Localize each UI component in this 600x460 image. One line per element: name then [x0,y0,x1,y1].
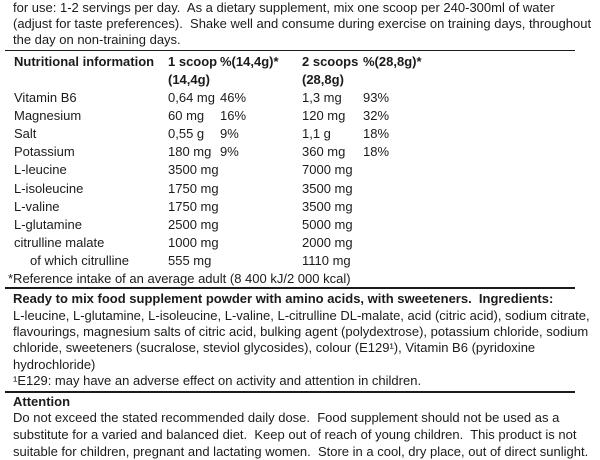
ingredients-section: Ready to mix food supplement powder with… [13,289,590,389]
amount-2-scoops: 1,1 g [302,126,331,141]
percent-2-scoops [363,234,590,252]
divider-below-table [5,286,575,290]
usage-instructions-line: the day on non-training days. [13,32,181,48]
percent-2-scoops [363,216,590,234]
header-nutritional-information: Nutritional information [14,54,155,69]
usage-instructions-line: for use: 1-2 servings per day. As a diet… [13,0,555,15]
percent-2-scoops [363,198,590,216]
attention-line: substitute for a varied and balanced die… [13,427,577,443]
percent-1-scoop [220,180,302,198]
reference-intake-footnote: *Reference intake of an average adult (8… [8,270,351,286]
nutrient-name: Magnesium [14,107,82,123]
header-percent-28g: %(28,8g)* [363,54,422,69]
percent-1-scoop: 9% [220,126,239,141]
header-spacer [220,71,302,89]
amount-2-scoops: 7000 mg [302,162,353,178]
amount-2-scoops: 120 mg [302,107,346,123]
nutrient-name: L-isoleucine [14,180,84,196]
percent-2-scoops: 18% [363,144,390,160]
amount-1-scoop: 1000 mg [168,235,219,251]
ingredients-line: L-leucine, L-glutamine, L-isoleucine, L-… [13,307,590,323]
nutrition-table-header-row-2: (14,4g) (28,8g) [14,71,590,89]
percent-2-scoops [363,180,590,198]
percent-1-scoop: 46% [220,89,247,105]
header-1-scoop-weight: (14,4g) [168,71,210,87]
percent-1-scoop [220,234,302,252]
percent-1-scoop [220,216,302,234]
percent-2-scoops [363,161,590,179]
amount-2-scoops: 5000 mg [302,217,353,233]
ingredients-heading: Ready to mix food supplement powder with… [13,291,554,307]
attention-line: suitable for children, pregnant and lact… [13,443,589,459]
amount-1-scoop: 1750 mg [168,198,219,214]
nutrition-table-body: Vitamin B6 0,64 mg 46% 1,3 mg 93% Magnes… [14,89,590,271]
amount-1-scoop: 555 mg [168,253,212,269]
amount-2-scoops: 3500 mg [302,180,353,196]
amount-2-scoops: 1110 mg [302,253,351,269]
amount-2-scoops: 1,3 mg [302,89,342,105]
nutrition-table-header-row-1: Nutritional information 1 scoop %(14,4g)… [14,53,590,71]
header-1-scoop: 1 scoop [168,54,218,69]
attention-section: Attention Do not exceed the stated recom… [13,393,590,460]
percent-1-scoop [220,161,302,179]
table-row: citrulline malate 1000 mg 2000 mg [14,234,590,252]
attention-heading: Attention [13,393,71,409]
attention-line: Do not exceed the stated recommended dai… [13,410,560,426]
ingredients-line: flavourings, magnesium salts of citric a… [13,324,589,340]
percent-1-scoop [220,252,302,270]
amount-1-scoop: 0,55 g [168,126,205,141]
nutrient-name: L-valine [14,198,60,214]
table-row: Salt 0,55 g 9% 1,1 g 18% [14,125,590,143]
ingredients-list: L-leucine, L-glutamine, L-isoleucine, L-… [13,308,590,374]
percent-2-scoops: 93% [363,89,390,105]
divider-above-table [5,49,575,51]
amount-2-scoops: 2000 mg [302,235,353,251]
amount-1-scoop: 0,64 mg [168,89,215,105]
amount-2-scoops: 3500 mg [302,198,353,214]
amount-1-scoop: 2500 mg [168,217,219,233]
amount-2-scoops: 360 mg [302,144,346,160]
table-row: L-glutamine 2500 mg 5000 mg [14,216,590,234]
table-row: Vitamin B6 0,64 mg 46% 1,3 mg 93% [14,89,590,107]
table-row: Magnesium 60 mg 16% 120 mg 32% [14,107,590,125]
table-row: Potassium 180 mg 9% 360 mg 18% [14,143,590,161]
header-2-scoops: 2 scoops [302,54,359,69]
percent-2-scoops [363,252,590,270]
header-2-scoops-weight: (28,8g) [302,71,344,87]
percent-1-scoop [220,198,302,216]
divider-below-ingredients [5,390,575,393]
nutrient-name: citrulline malate [14,235,105,251]
usage-instructions: for use: 1-2 servings per day. As a diet… [13,0,592,49]
header-spacer [14,71,168,89]
percent-1-scoop: 16% [220,107,247,123]
ingredients-line: chloride, sweeteners (sucralose, steviol… [13,340,536,356]
usage-instructions-line: (adjust for taste preferences). Shake we… [13,16,592,32]
ingredients-line: hydrochloride) [13,356,96,372]
nutrient-name: L-leucine [14,162,67,178]
e129-footnote: ¹E129: may have an adverse effect on act… [13,373,422,389]
nutrient-name: L-glutamine [14,217,82,233]
table-row: L-leucine 3500 mg 7000 mg [14,161,590,179]
amount-1-scoop: 180 mg [168,144,212,160]
nutrient-name: Salt [14,126,37,141]
table-row: L-isoleucine 1750 mg 3500 mg [14,180,590,198]
nutrient-name: Potassium [14,144,75,160]
table-row: L-valine 1750 mg 3500 mg [14,198,590,216]
attention-body: Do not exceed the stated recommended dai… [13,410,590,460]
nutrient-name: of which citrulline [30,253,129,269]
percent-1-scoop: 9% [220,144,239,160]
header-spacer [363,71,590,89]
amount-1-scoop: 60 mg [168,107,205,123]
amount-1-scoop: 3500 mg [168,162,219,178]
header-percent-14g: %(14,4g)* [220,54,279,69]
percent-2-scoops: 32% [363,107,390,123]
percent-2-scoops: 18% [363,126,390,141]
amount-1-scoop: 1750 mg [168,180,219,196]
nutrient-name: Vitamin B6 [14,89,77,105]
nutrition-table: Nutritional information 1 scoop %(14,4g)… [8,53,590,286]
table-row: of which citrulline 555 mg 1110 mg [14,252,590,270]
